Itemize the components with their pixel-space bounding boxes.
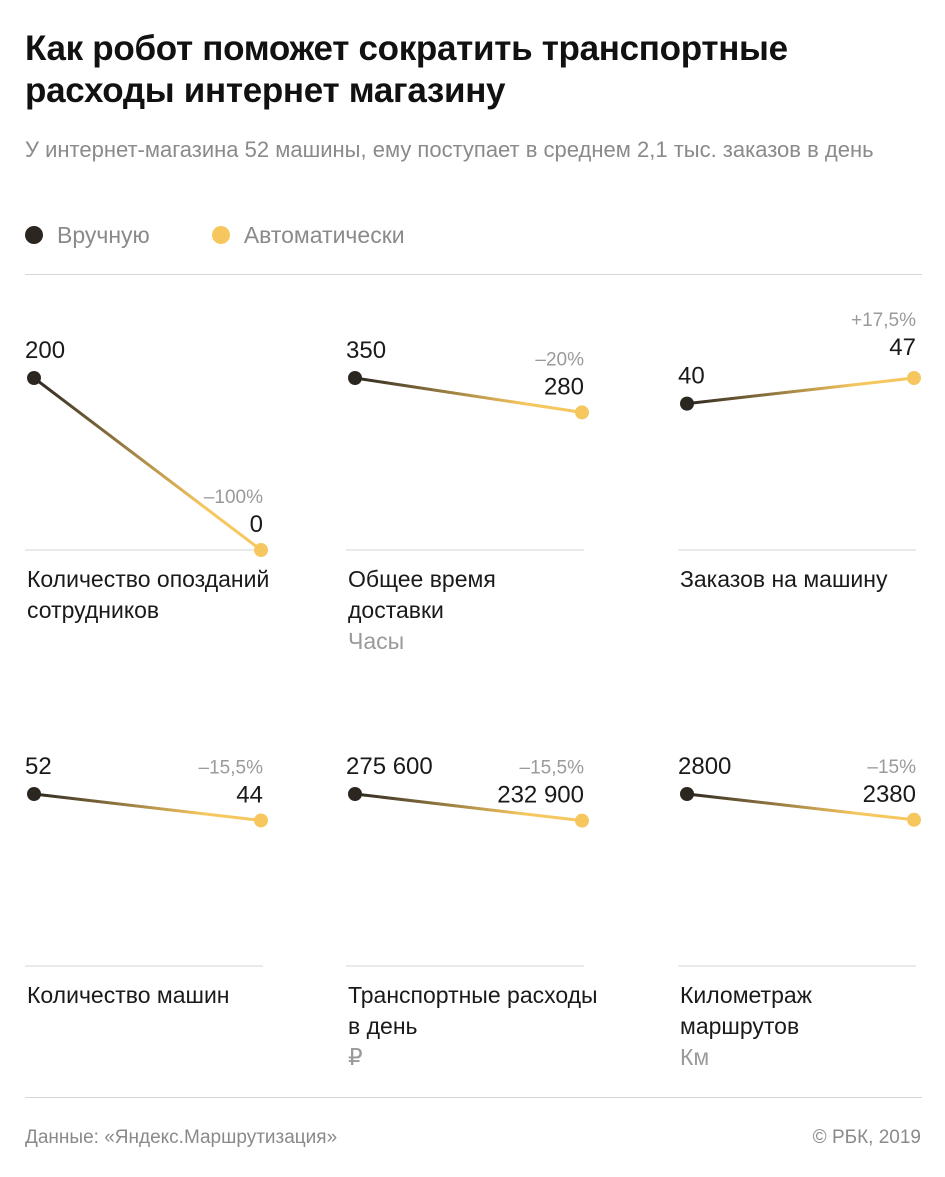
panel-plot: 350 280 –20% xyxy=(346,337,589,551)
panel-cars: 52 44 –15,5% Количество машин xyxy=(25,716,270,1046)
legend-dot-automatic xyxy=(211,226,230,244)
series-line xyxy=(685,792,916,822)
panel-title: Километраж маршрутов xyxy=(680,982,813,1039)
legend: Вручную Автоматически xyxy=(25,220,467,250)
chart-title: Как робот поможет сократить транспортные… xyxy=(25,29,788,110)
panel-title: Общее время доставки xyxy=(348,566,496,623)
automatic-point xyxy=(254,543,268,557)
automatic-value-label: 280 xyxy=(544,373,584,400)
automatic-value-label: 2380 xyxy=(863,781,916,808)
series-line xyxy=(685,376,916,406)
top-divider xyxy=(25,274,922,275)
automatic-value-label: 0 xyxy=(250,511,263,538)
automatic-value-label: 47 xyxy=(889,334,916,361)
series-line xyxy=(353,792,584,823)
series-line xyxy=(32,792,263,822)
legend-item-automatic: Автоматически xyxy=(211,221,405,249)
automatic-point xyxy=(907,812,921,827)
change-label: –20% xyxy=(535,349,584,370)
panel-unit: Км xyxy=(680,1044,710,1070)
manual-point xyxy=(348,371,362,385)
change-label: –100% xyxy=(204,487,263,508)
panel-plot: 52 44 –15,5% xyxy=(25,753,268,967)
legend-label-manual: Вручную xyxy=(57,221,150,248)
manual-value-label: 40 xyxy=(678,363,705,390)
automatic-value-label: 44 xyxy=(236,781,263,808)
automatic-point xyxy=(907,371,921,385)
legend-item-manual: Вручную xyxy=(25,222,150,249)
change-label: –15,5% xyxy=(520,758,585,779)
legend-label-automatic: Автоматически xyxy=(243,221,405,248)
manual-point xyxy=(27,371,41,385)
series-line xyxy=(353,376,584,414)
automatic-point xyxy=(575,813,589,828)
manual-value-label: 52 xyxy=(25,753,52,780)
panel-lateness: 200 0 –100% Количество опозданий сотрудник… xyxy=(25,300,270,630)
change-label: –15,5% xyxy=(199,757,264,778)
panel-unit: ₽ xyxy=(348,1044,363,1070)
manual-point xyxy=(348,787,362,801)
automatic-value-label: 232 900 xyxy=(497,782,584,809)
manual-value-label: 2800 xyxy=(678,753,731,780)
manual-point xyxy=(680,396,694,411)
panel-plot: 275 600 232 900 –15,5% xyxy=(346,753,589,967)
manual-value-label: 350 xyxy=(346,337,386,364)
panel-transport-costs: 275 600 232 900 –15,5% Транспортные расход… xyxy=(346,716,598,1070)
manual-value-label: 275 600 xyxy=(346,753,433,780)
panel-plot: 200 0 –100% xyxy=(25,337,268,557)
manual-value-label: 200 xyxy=(25,337,65,364)
panel-delivery-time: 350 280 –20% Общее время доставки Часы xyxy=(346,300,591,654)
manual-point xyxy=(27,787,41,801)
source-note: Данные: «Яндекс.Маршрутизация» xyxy=(25,1127,338,1148)
chart-subtitle: У интернет-магазина 52 машины, ему посту… xyxy=(25,137,874,162)
automatic-point xyxy=(254,813,268,828)
panel-title: Транспортные расходы в день xyxy=(348,982,598,1039)
panel-title: Количество опозданий сотрудников xyxy=(27,566,270,623)
panel-orders-per-car: 40 47 +17,5% Заказов на машину xyxy=(678,300,923,630)
panel-title: Количество машин xyxy=(27,982,230,1008)
panel-plot: 2800 2380 –15% xyxy=(678,753,921,967)
automatic-point xyxy=(575,405,589,420)
copyright: © РБК, 2019 xyxy=(812,1127,921,1148)
panel-plot: 40 47 +17,5% xyxy=(678,310,921,551)
bottom-divider xyxy=(25,1097,922,1098)
manual-point xyxy=(680,787,694,801)
panel-title: Заказов на машину xyxy=(680,566,888,592)
change-label: +17,5% xyxy=(851,310,916,331)
change-label: –15% xyxy=(867,757,916,778)
legend-dot-manual xyxy=(25,226,43,244)
panel-route-mileage: 2800 2380 –15% Километраж маршрутов Км xyxy=(678,716,923,1070)
panel-unit: Часы xyxy=(348,628,405,654)
series-line xyxy=(32,376,263,552)
